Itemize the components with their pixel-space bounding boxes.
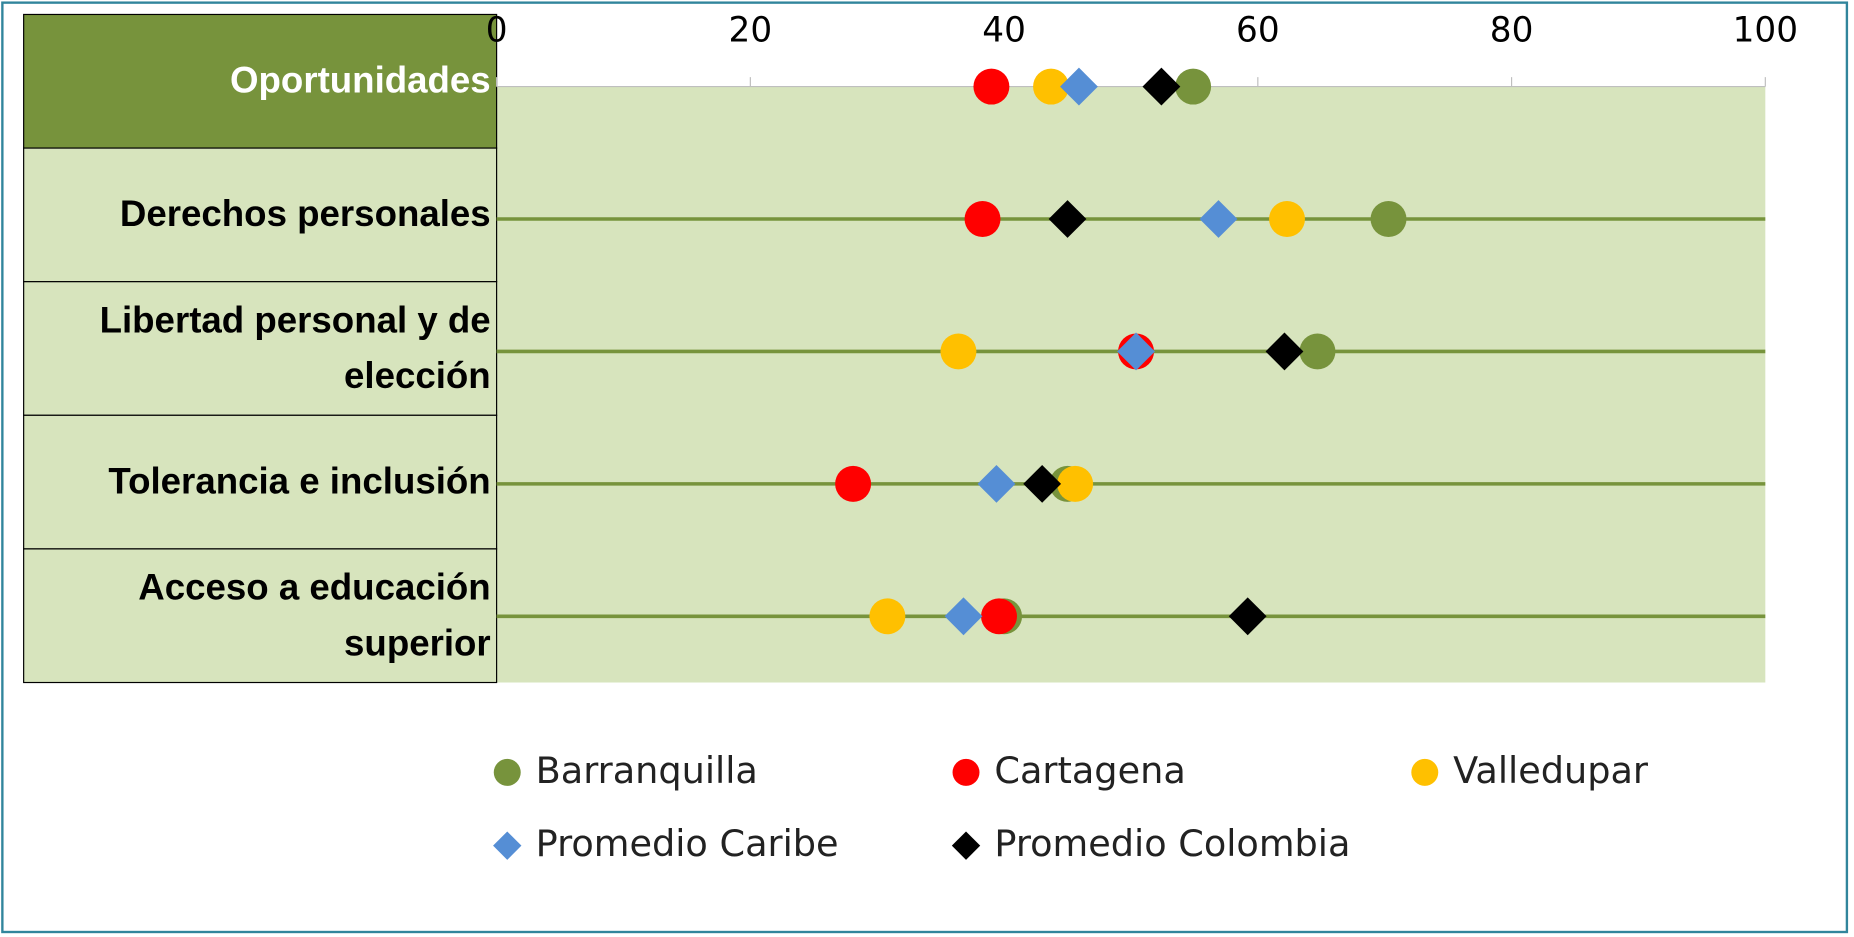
- marker: [1370, 201, 1407, 237]
- legend-label: Barranquilla: [536, 749, 758, 792]
- x-tick-label: 0: [486, 11, 508, 51]
- row-label-box: Derechos personales: [119, 193, 491, 235]
- row-label-box: Libertad personal y de elección: [99, 299, 491, 396]
- marker: [951, 831, 981, 860]
- marker: [1117, 332, 1155, 371]
- x-tick-label: 100: [1733, 11, 1798, 51]
- row-cell: [23, 13, 498, 149]
- marker: [1048, 200, 1087, 238]
- marker: [1228, 597, 1267, 636]
- marker: [1057, 465, 1094, 502]
- x-tick-label: 60: [1236, 11, 1280, 51]
- marker: [940, 333, 977, 370]
- row-label: Derechos personales: [119, 193, 491, 235]
- row-label-box: Acceso a educación superior: [138, 566, 491, 664]
- marker: [1060, 67, 1098, 106]
- row-label: Tolerancia e inclusión: [108, 460, 491, 502]
- x-tick-label: 40: [982, 11, 1026, 51]
- marker: [981, 598, 1017, 635]
- marker: [1142, 67, 1181, 106]
- legend-label: Valledupar: [1453, 749, 1649, 792]
- marker: [869, 598, 906, 635]
- marker: [1411, 758, 1439, 786]
- row-label-box: Tolerancia e inclusión: [108, 460, 491, 502]
- row-cell: [23, 281, 498, 416]
- row-cell: [23, 147, 498, 283]
- row-label: Acceso a educación superior: [138, 566, 491, 664]
- row-label: Oportunidades: [230, 59, 491, 102]
- marker: [973, 68, 1010, 105]
- marker: [835, 465, 872, 502]
- marker: [1269, 201, 1305, 237]
- legend-label: Cartagena: [994, 749, 1185, 792]
- legend-label: Promedio Colombia: [994, 822, 1350, 865]
- marker: [964, 201, 1001, 237]
- marker: [1033, 68, 1070, 105]
- row-cell: [23, 548, 498, 684]
- plot-background: [496, 86, 1766, 683]
- x-tick-label: 20: [729, 11, 773, 51]
- marker: [493, 758, 521, 786]
- marker: [1299, 333, 1336, 370]
- marker: [944, 597, 983, 636]
- row-label: Libertad personal y de elección: [99, 299, 491, 396]
- legend-label: Promedio Caribe: [536, 822, 839, 865]
- x-tick-label: 80: [1490, 11, 1534, 51]
- marker: [1199, 200, 1238, 238]
- row-label-box: Oportunidades: [230, 59, 491, 102]
- marker: [952, 758, 980, 786]
- marker: [1175, 68, 1212, 105]
